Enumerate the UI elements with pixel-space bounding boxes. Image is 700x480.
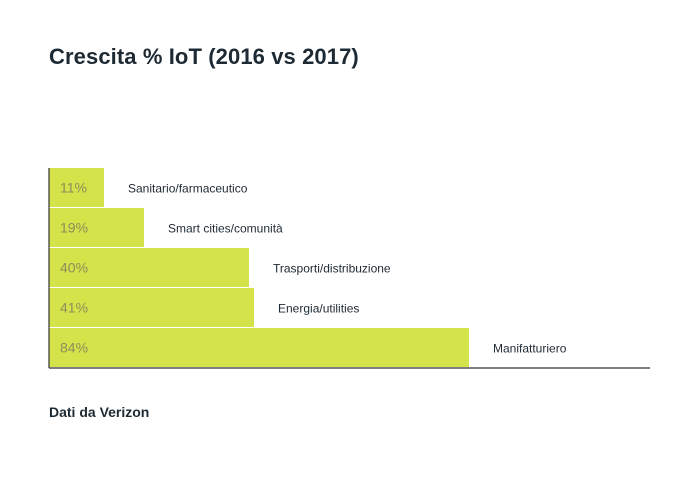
- bars-layer: 11% Sanitario/farmaceutico 19% Smart cities…: [49, 168, 567, 367]
- bar-2: [49, 248, 249, 287]
- bar-value-label: 11%: [60, 180, 87, 196]
- bar-1: [49, 208, 144, 247]
- category-label: Trasporti/distribuzione: [273, 262, 391, 276]
- source-note: Dati da Verizon: [49, 404, 150, 420]
- chart-title: Crescita % IoT (2016 vs 2017): [49, 44, 359, 69]
- bar-4: [49, 328, 469, 367]
- bar-0: [49, 168, 104, 207]
- category-label: Manifatturiero: [493, 342, 567, 356]
- bar-value-label: 19%: [60, 220, 88, 236]
- category-label: Sanitario/farmaceutico: [128, 182, 248, 196]
- category-label: Smart cities/comunità: [168, 222, 283, 236]
- category-label: Energia/utilities: [278, 302, 359, 316]
- bar-3: [49, 288, 254, 327]
- bar-value-label: 40%: [60, 260, 88, 276]
- bar-value-label: 41%: [60, 300, 88, 316]
- bar-value-label: 84%: [60, 340, 88, 356]
